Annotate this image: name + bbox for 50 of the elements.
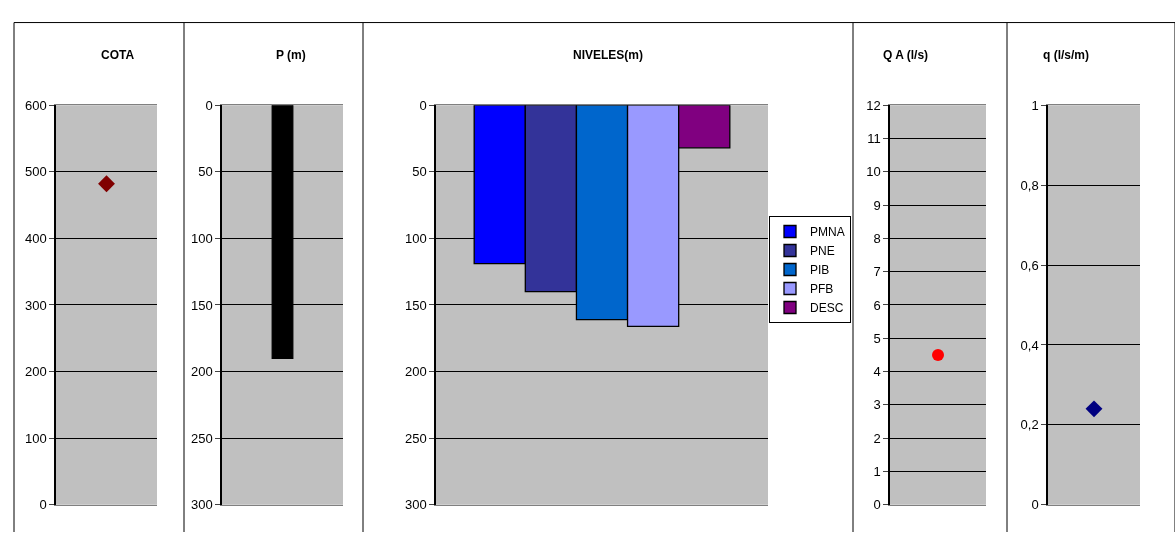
y-tick-label: 200 xyxy=(24,364,47,380)
y-tick-label: 8 xyxy=(873,230,881,246)
legend-label: PMNA xyxy=(810,225,845,240)
y-tick-label: 150 xyxy=(404,297,427,313)
y-tick-label: 600 xyxy=(24,97,47,113)
y-tick-label: 150 xyxy=(190,297,213,313)
y-tick-label: 200 xyxy=(404,364,427,380)
y-tick-label: 0 xyxy=(873,497,881,513)
y-tick-label: 0 xyxy=(1031,497,1039,513)
chart-title: COTA xyxy=(101,48,135,62)
y-tick-label: 7 xyxy=(873,264,881,280)
y-tick-label: 50 xyxy=(412,164,427,180)
y-tick-label: 400 xyxy=(24,230,47,246)
y-tick-label: 3 xyxy=(873,397,881,413)
y-tick-label: 12 xyxy=(866,97,881,113)
chart-title: Q A (l/s) xyxy=(883,48,929,62)
y-tick-label: 50 xyxy=(198,164,213,180)
y-tick-label: 0,8 xyxy=(1020,177,1039,193)
y-tick-label: 9 xyxy=(873,197,881,213)
y-tick-label: 500 xyxy=(24,164,47,180)
y-tick-label: 2 xyxy=(873,430,881,446)
y-tick-label: 300 xyxy=(24,297,47,313)
y-tick-label: 0,4 xyxy=(1020,337,1039,353)
chart-title: NIVELES(m) xyxy=(573,48,644,62)
y-tick-label: 1 xyxy=(873,464,881,480)
y-tick-label: 4 xyxy=(873,364,881,380)
y-tick-label: 0,6 xyxy=(1020,257,1039,273)
y-tick-label: 6 xyxy=(873,297,881,313)
y-tick-label: 100 xyxy=(190,230,213,246)
y-tick-label: 11 xyxy=(867,131,881,147)
y-tick-label: 200 xyxy=(190,364,213,380)
y-tick-label: 300 xyxy=(190,497,213,513)
y-tick-label: 250 xyxy=(404,430,427,446)
chart-title: q (l/s/m) xyxy=(1043,48,1090,62)
y-tick-label: 0 xyxy=(39,497,47,513)
y-tick-label: 0 xyxy=(205,97,213,113)
y-tick-label: 10 xyxy=(866,164,881,180)
legend-label: PIB xyxy=(810,263,830,278)
y-tick-label: 250 xyxy=(190,430,213,446)
chart-title: P (m) xyxy=(276,48,306,62)
legend-label: PNE xyxy=(810,244,835,259)
legend-label: PFB xyxy=(810,282,834,297)
y-tick-label: 0 xyxy=(419,97,427,113)
y-tick-label: 300 xyxy=(404,497,427,513)
y-tick-label: 5 xyxy=(873,330,881,346)
y-tick-label: 1 xyxy=(1031,97,1039,113)
y-tick-label: 0,2 xyxy=(1020,417,1039,433)
y-tick-label: 100 xyxy=(24,430,47,446)
legend-label: DESC xyxy=(810,301,844,316)
y-tick-label: 100 xyxy=(404,230,427,246)
